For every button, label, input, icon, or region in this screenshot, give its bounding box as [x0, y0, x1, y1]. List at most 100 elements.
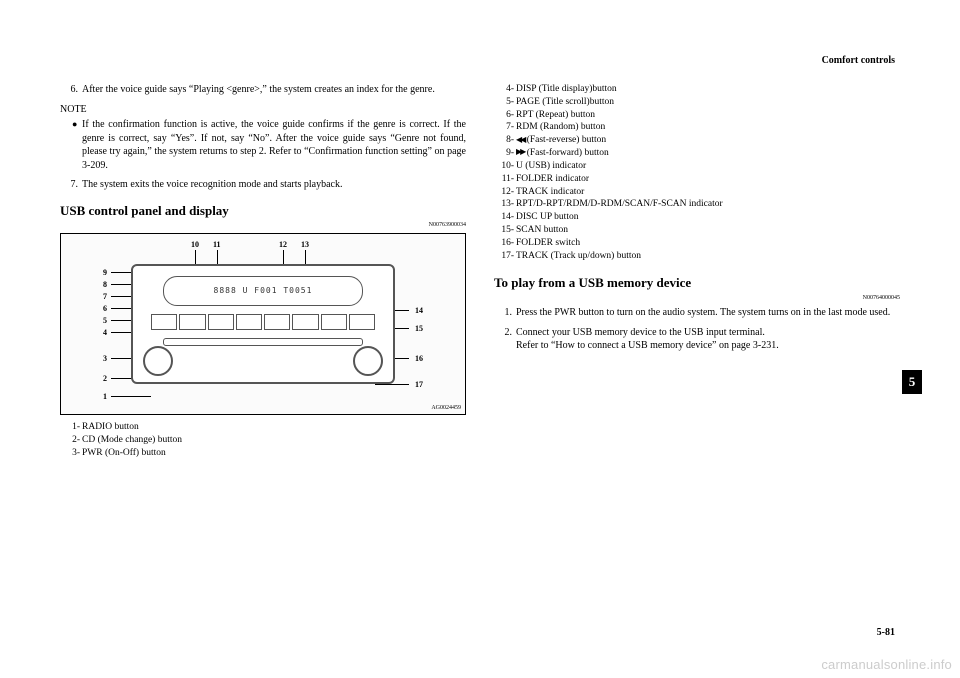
callout-8: 8 — [103, 280, 107, 291]
legend-num: 9- — [494, 147, 516, 160]
panel-btn — [179, 314, 205, 330]
legend-num: 15- — [494, 224, 516, 237]
section-header: Comfort controls — [822, 55, 895, 66]
legend-num: 4- — [494, 83, 516, 96]
step-6: 6. After the voice guide says “Playing <… — [60, 83, 466, 97]
legend-num: 3- — [60, 447, 82, 460]
legend-num: 6- — [494, 109, 516, 122]
callout-17: 17 — [415, 380, 423, 391]
legend-text: DISP (Title display)button — [516, 83, 617, 96]
button-row — [151, 314, 375, 330]
legend-num: 14- — [494, 211, 516, 224]
panel-btn — [151, 314, 177, 330]
legend-num: 2- — [60, 434, 82, 447]
legend-item: 13-RPT/D-RPT/RDM/D-RDM/SCAN/F-SCAN indic… — [494, 198, 900, 211]
subheading-usb-play: To play from a USB memory device — [494, 274, 900, 292]
legend-item: 9-▶▶ (Fast-forward) button — [494, 147, 900, 160]
step-text: After the voice guide says “Playing <gen… — [82, 83, 466, 97]
left-column: 6. After the voice guide says “Playing <… — [60, 83, 466, 460]
legend-text: PAGE (Title scroll)button — [516, 96, 614, 109]
legend-text: RPT/D-RPT/RDM/D-RDM/SCAN/F-SCAN indicato… — [516, 198, 723, 211]
legend-item: 11-FOLDER indicator — [494, 173, 900, 186]
legend-text: ▶▶ (Fast-forward) button — [516, 147, 609, 160]
ref-code: N00764000045 — [494, 294, 900, 302]
leader-line — [375, 384, 409, 385]
legend-text: RDM (Random) button — [516, 121, 605, 134]
fast-reverse-icon: ◀◀ — [516, 135, 524, 146]
left-knob — [143, 346, 173, 376]
legend-item-2: 2- CD (Mode change) button — [60, 434, 466, 447]
legend-text: U (USB) indicator — [516, 160, 586, 173]
disc-slot — [163, 338, 363, 346]
legend-num: 13- — [494, 198, 516, 211]
watermark: carmanualsonline.info — [821, 657, 952, 672]
legend-text: RPT (Repeat) button — [516, 109, 595, 122]
legend-text: SCAN button — [516, 224, 568, 237]
legend-num: 7- — [494, 121, 516, 134]
legend-num: 1- — [60, 421, 82, 434]
subheading-usb-panel: USB control panel and display — [60, 202, 466, 220]
legend-text: ◀◀ (Fast-reverse) button — [516, 134, 606, 147]
panel-btn — [349, 314, 375, 330]
callout-3: 3 — [103, 354, 107, 365]
legend-num: 5- — [494, 96, 516, 109]
callout-15: 15 — [415, 324, 423, 335]
page: Comfort controls 6. After the voice guid… — [0, 0, 960, 678]
figure-code: AG0024459 — [431, 404, 461, 412]
legend-left: 1- RADIO button 2- CD (Mode change) butt… — [60, 421, 466, 459]
fast-forward-icon: ▶▶ — [516, 147, 524, 158]
legend-item: 4-DISP (Title display)button — [494, 83, 900, 96]
right-knob — [353, 346, 383, 376]
legend-text: PWR (On-Off) button — [82, 447, 166, 460]
lcd-display: 8888 U F001 T0051 — [163, 276, 363, 306]
step-7: 7. The system exits the voice recognitio… — [60, 178, 466, 192]
callout-14: 14 — [415, 306, 423, 317]
step-text: Connect your USB memory device to the US… — [516, 326, 900, 353]
legend-text: TRACK indicator — [516, 186, 584, 199]
step: 1.Press the PWR button to turn on the au… — [494, 306, 900, 320]
ref-code: N00763900034 — [60, 221, 466, 229]
callout-9: 9 — [103, 268, 107, 279]
legend-text: RADIO button — [82, 421, 139, 434]
step-number: 7. — [60, 178, 82, 192]
callout-6: 6 — [103, 304, 107, 315]
legend-item: 12-TRACK indicator — [494, 186, 900, 199]
callout-1: 1 — [103, 392, 107, 403]
legend-item-1: 1- RADIO button — [60, 421, 466, 434]
legend-text: DISC UP button — [516, 211, 578, 224]
callout-2: 2 — [103, 374, 107, 385]
legend-item: 7-RDM (Random) button — [494, 121, 900, 134]
right-column: 4-DISP (Title display)button5-PAGE (Titl… — [494, 83, 900, 460]
legend-item: 8-◀◀ (Fast-reverse) button — [494, 134, 900, 147]
legend-num: 16- — [494, 237, 516, 250]
step-text: Press the PWR button to turn on the audi… — [516, 306, 900, 320]
chapter-tab: 5 — [902, 370, 922, 394]
legend-num: 12- — [494, 186, 516, 199]
note-bullet: ● If the confirmation function is active… — [72, 118, 466, 172]
audio-unit-body: 8888 U F001 T0051 — [131, 264, 395, 384]
callout-5: 5 — [103, 316, 107, 327]
legend-num: 10- — [494, 160, 516, 173]
legend-item: 16-FOLDER switch — [494, 237, 900, 250]
page-number: 5-81 — [877, 627, 895, 638]
legend-item: 10-U (USB) indicator — [494, 160, 900, 173]
note-text: If the confirmation function is active, … — [82, 118, 466, 172]
leader-line — [111, 396, 151, 397]
panel-btn — [321, 314, 347, 330]
control-panel-figure: 10 11 12 13 9 8 7 6 5 4 3 2 1 — [60, 233, 466, 415]
bullet-icon: ● — [72, 118, 82, 172]
panel-btn — [292, 314, 318, 330]
callout-4: 4 — [103, 328, 107, 339]
legend-num: 11- — [494, 173, 516, 186]
note-heading: NOTE — [60, 103, 466, 117]
step-number: 2. — [494, 326, 516, 353]
panel-btn — [208, 314, 234, 330]
legend-item: 17-TRACK (Track up/down) button — [494, 250, 900, 263]
legend-text: CD (Mode change) button — [82, 434, 182, 447]
legend-item: 5-PAGE (Title scroll)button — [494, 96, 900, 109]
legend-item: 15-SCAN button — [494, 224, 900, 237]
right-steps: 1.Press the PWR button to turn on the au… — [494, 306, 900, 353]
step-number: 1. — [494, 306, 516, 320]
legend-text: TRACK (Track up/down) button — [516, 250, 641, 263]
legend-item: 6-RPT (Repeat) button — [494, 109, 900, 122]
